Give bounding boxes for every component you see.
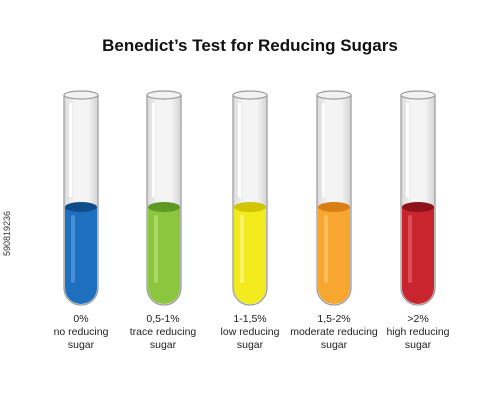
test-tube-2 xyxy=(146,90,182,306)
caption-percent: 0,5-1% xyxy=(146,313,180,325)
tube-rim xyxy=(63,90,99,100)
test-tube-3 xyxy=(232,90,268,306)
caption-line1: trace reducing xyxy=(129,326,197,338)
tube-liquid xyxy=(148,207,180,304)
tube-liquid xyxy=(318,207,350,304)
tube-outline xyxy=(316,95,352,306)
glass-highlight xyxy=(238,103,241,197)
test-tube-4 xyxy=(316,90,352,306)
caption-line2: sugar xyxy=(236,339,264,351)
caption-percent: 0% xyxy=(73,313,89,325)
glass-highlight xyxy=(406,103,409,197)
glass-highlight xyxy=(152,103,155,197)
tube-outline xyxy=(63,95,99,306)
caption-line2: sugar xyxy=(404,339,432,351)
caption-line2: sugar xyxy=(320,339,348,351)
tube-rim xyxy=(400,90,436,100)
caption-line1: moderate reducing xyxy=(290,326,378,338)
liquid-highlight xyxy=(324,215,328,283)
tube-liquid xyxy=(65,207,97,304)
caption-tube-3: 1-1,5% low reducing sugar xyxy=(195,313,305,352)
caption-percent: 1-1,5% xyxy=(233,313,267,325)
caption-percent: 1,5-2% xyxy=(317,313,351,325)
caption-tube-4: 1,5-2% moderate reducing sugar xyxy=(279,313,389,352)
caption-line1: no reducing xyxy=(53,326,109,338)
caption-line2: sugar xyxy=(67,339,95,351)
test-tube-1 xyxy=(63,90,99,306)
liquid-meniscus xyxy=(65,202,97,212)
test-tube-5 xyxy=(400,90,436,306)
caption-percent: >2% xyxy=(407,313,429,325)
tube-outline xyxy=(232,95,268,306)
tube-rim xyxy=(316,90,352,100)
tube-liquid xyxy=(402,207,434,304)
tube-outline xyxy=(400,95,436,306)
caption-line1: high reducing xyxy=(386,326,450,338)
glass-highlight xyxy=(322,103,325,197)
tube-rim xyxy=(232,90,268,100)
caption-line2: sugar xyxy=(149,339,177,351)
liquid-meniscus xyxy=(402,202,434,212)
liquid-highlight xyxy=(71,215,75,283)
liquid-meniscus xyxy=(148,202,180,212)
caption-tube-5: >2% high reducing sugar xyxy=(363,313,473,352)
liquid-highlight xyxy=(154,215,158,283)
stock-id: 590819236 xyxy=(2,210,12,256)
liquid-meniscus xyxy=(234,202,266,212)
caption-tube-1: 0% no reducing sugar xyxy=(26,313,136,352)
liquid-highlight xyxy=(240,215,244,283)
glass-highlight xyxy=(69,103,72,197)
tube-liquid xyxy=(234,207,266,304)
tube-outline xyxy=(146,95,182,306)
caption-tube-2: 0,5-1% trace reducing sugar xyxy=(108,313,218,352)
liquid-meniscus xyxy=(318,202,350,212)
caption-line1: low reducing xyxy=(220,326,280,338)
liquid-highlight xyxy=(408,215,412,283)
page-title: Benedict’s Test for Reducing Sugars xyxy=(102,36,398,55)
tube-rim xyxy=(146,90,182,100)
